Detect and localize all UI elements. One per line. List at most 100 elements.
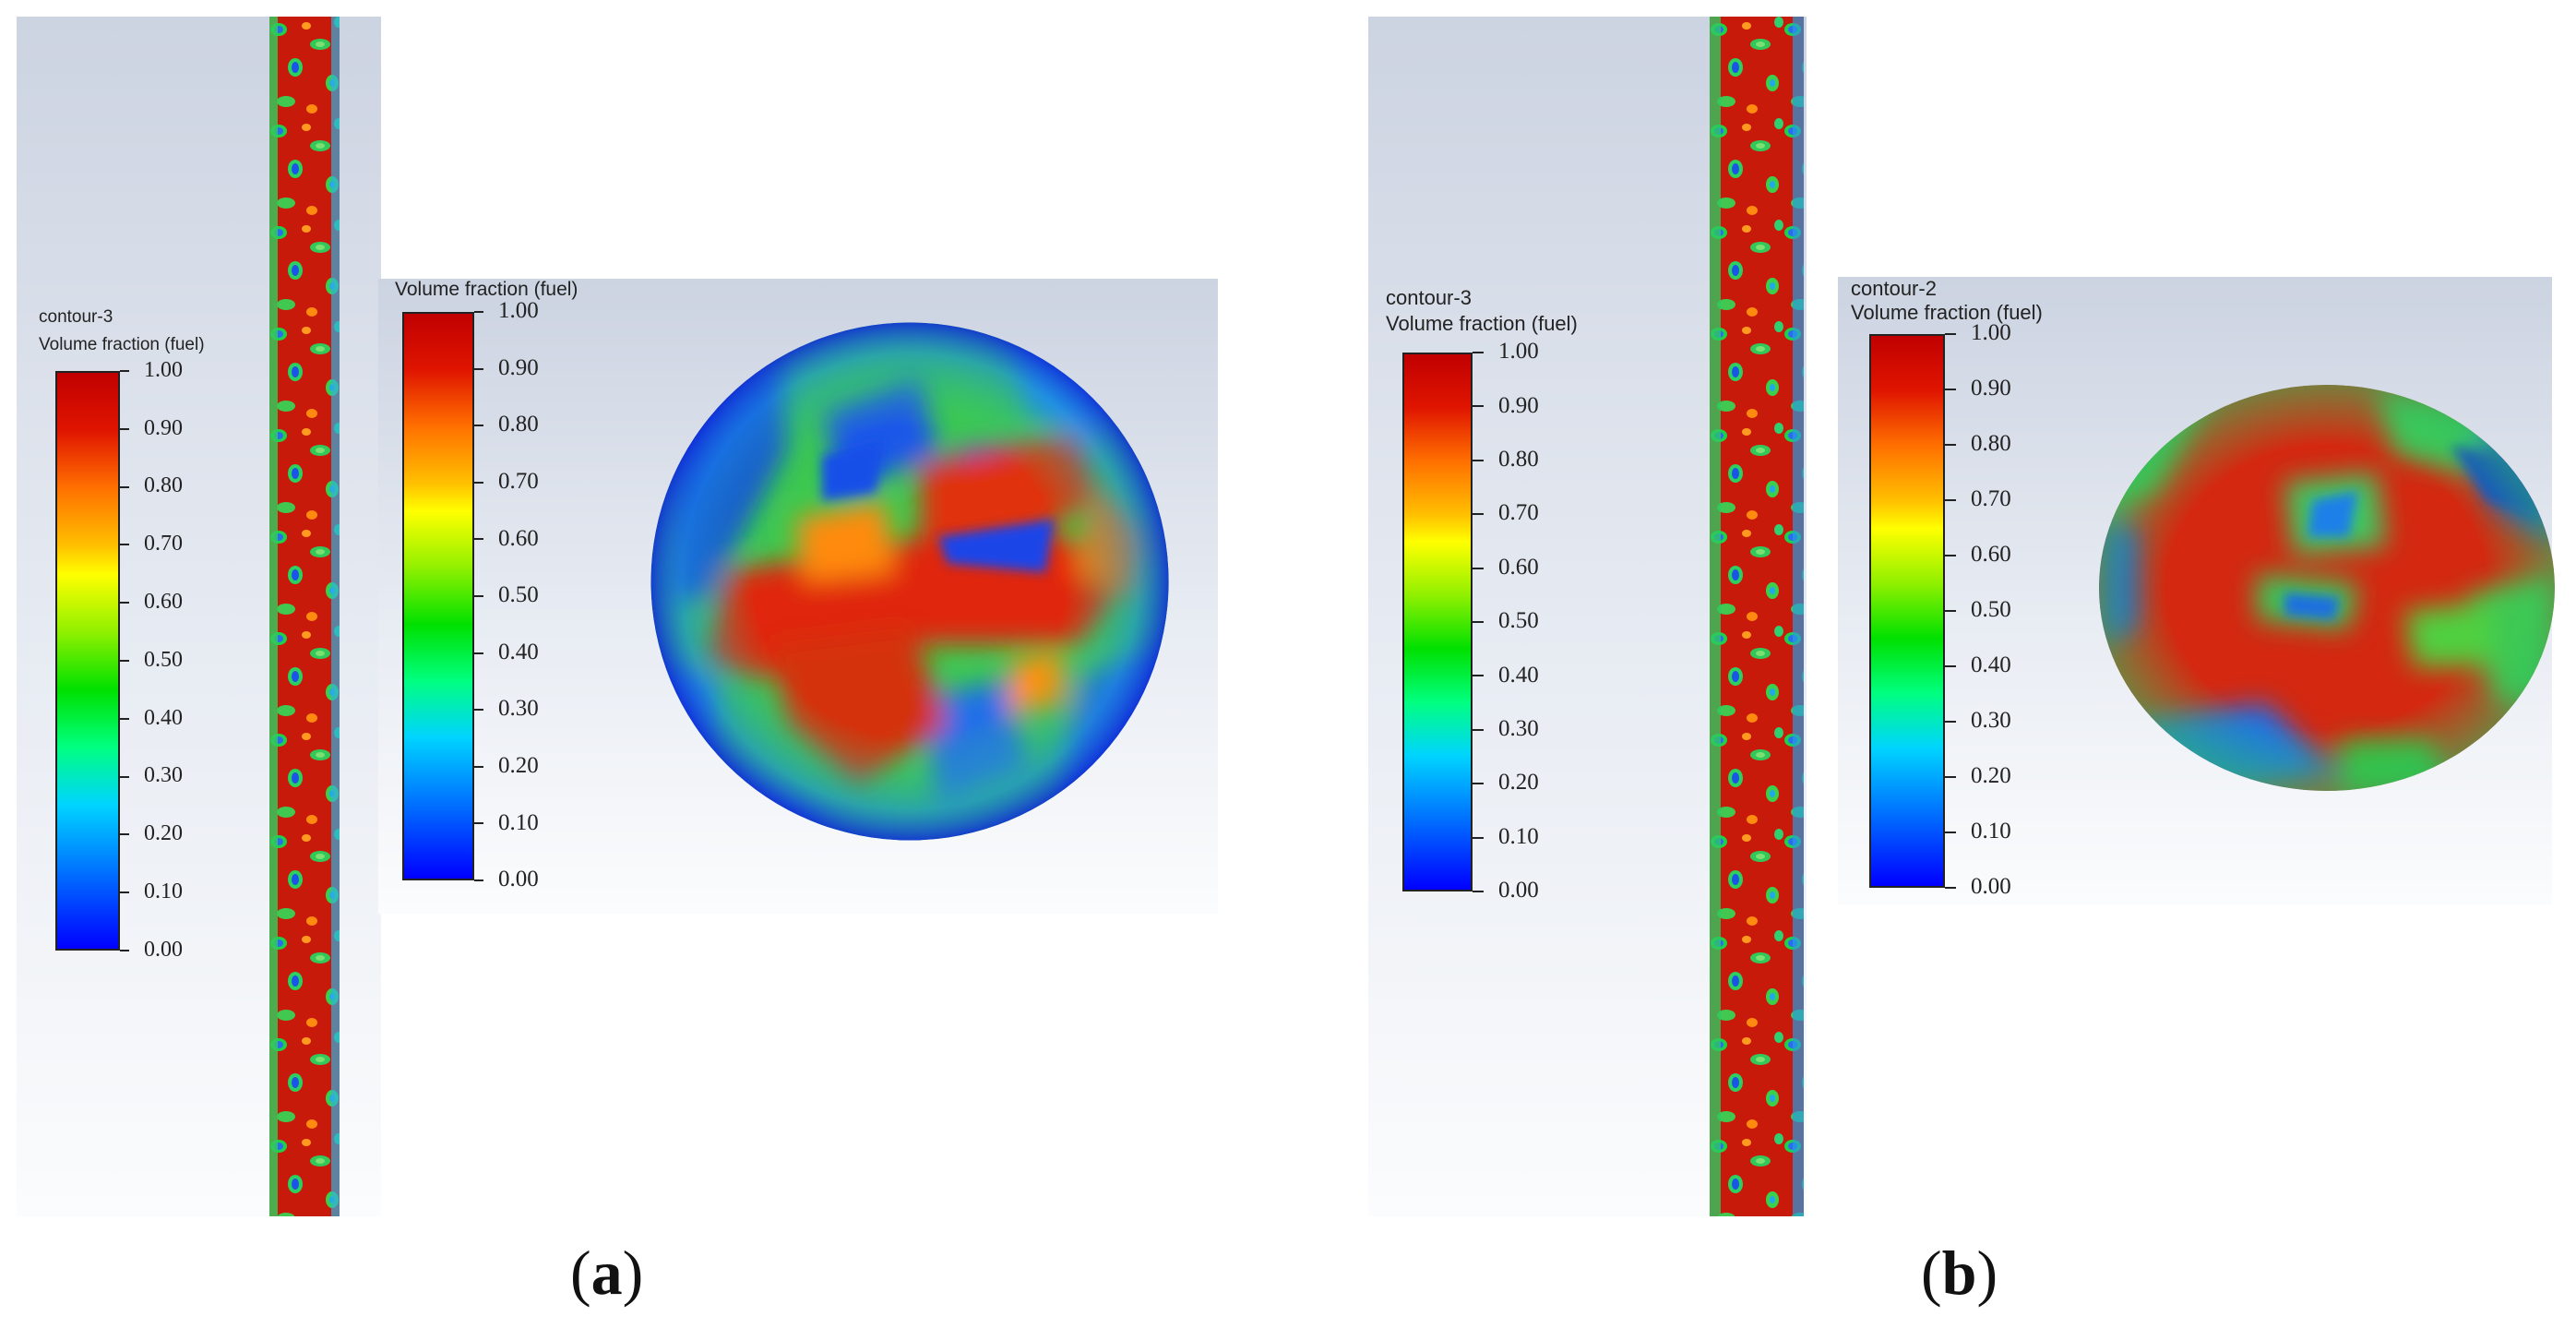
colorbar-tick-mark xyxy=(1945,444,1956,446)
colorbar-tick-label: 0.10 xyxy=(498,809,539,835)
colorbar-tick-label: 0.00 xyxy=(1498,878,1539,903)
panel-a-pipe-contour xyxy=(269,17,340,1216)
colorbar-tick-mark xyxy=(120,485,129,488)
colorbar-tick-label: 1.00 xyxy=(498,298,539,324)
legend-title: Volume fraction (fuel) xyxy=(39,335,205,354)
panel-label-a: (a) xyxy=(570,1238,644,1308)
colorbar-tick-mark xyxy=(1945,610,1956,612)
colorbar-tick-label: 0.70 xyxy=(144,532,183,556)
colorbar-tick-mark xyxy=(474,481,483,484)
colorbar-tick-mark xyxy=(1473,567,1484,569)
colorbar-tick-label: 0.70 xyxy=(1971,486,2011,512)
colorbar-tick-label: 0.50 xyxy=(1498,608,1539,634)
colorbar-tick-mark xyxy=(1945,389,1956,390)
colorbar-tick-mark xyxy=(1473,783,1484,785)
colorbar-tick-mark xyxy=(1473,891,1484,892)
colorbar-tick-mark xyxy=(120,427,129,430)
panel-b-pipe-contour xyxy=(1710,17,1804,1216)
colorbar xyxy=(402,312,474,880)
colorbar-tick-label: 1.00 xyxy=(1498,339,1539,365)
colorbar-tick-mark xyxy=(1473,459,1484,461)
colorbar-tick-label: 1.00 xyxy=(1971,320,2011,346)
colorbar-tick-label: 0.60 xyxy=(498,525,539,551)
colorbar-tick-label: 0.30 xyxy=(1498,716,1539,742)
colorbar-tick-mark xyxy=(474,538,483,541)
colorbar-tick-label: 0.60 xyxy=(1498,554,1539,580)
colorbar-tick-mark xyxy=(474,822,483,825)
colorbar-tick-label: 0.50 xyxy=(498,582,539,608)
colorbar-tick-label: 0.90 xyxy=(144,415,183,440)
colorbar-tick-mark xyxy=(1945,499,1956,501)
colorbar-tick-mark xyxy=(474,652,483,654)
colorbar-tick-mark xyxy=(120,544,129,546)
colorbar-tick-mark xyxy=(1945,555,1956,556)
colorbar-tick-mark xyxy=(120,660,129,662)
colorbar-tick-mark xyxy=(120,775,129,778)
legend-title: Volume fraction (fuel) xyxy=(1386,312,1578,335)
colorbar-tick-mark xyxy=(474,765,483,768)
colorbar-tick-mark xyxy=(1945,665,1956,667)
colorbar-tick-label: 0.20 xyxy=(498,753,539,779)
panel-label-b: (b) xyxy=(1921,1238,1998,1308)
colorbar-tick-mark xyxy=(1473,836,1484,839)
colorbar xyxy=(1402,353,1473,891)
colorbar-tick-mark xyxy=(474,425,483,427)
colorbar-tick-mark xyxy=(474,367,483,370)
colorbar-tick-label: 0.40 xyxy=(144,705,183,730)
colorbar-tick-label: 0.70 xyxy=(1498,500,1539,526)
colorbar-tick-label: 0.40 xyxy=(498,639,539,664)
colorbar-tick-label: 0.10 xyxy=(1971,819,2011,844)
colorbar-tick-label: 0.30 xyxy=(1971,708,2011,734)
colorbar-tick-label: 0.90 xyxy=(1971,376,2011,401)
legend-title: Volume fraction (fuel) xyxy=(1851,301,2043,324)
panel-a-section-contour xyxy=(650,322,1169,841)
legend-contour-name: contour-3 xyxy=(1386,286,1472,309)
colorbar-tick-mark xyxy=(120,370,129,372)
colorbar-tick-label: 0.50 xyxy=(1971,597,2011,623)
colorbar-tick-label: 0.90 xyxy=(498,354,539,380)
colorbar-tick-mark xyxy=(1945,721,1956,723)
legend-contour-name: contour-3 xyxy=(39,307,113,327)
colorbar-tick-label: 0.20 xyxy=(1498,770,1539,796)
colorbar-tick-mark xyxy=(120,717,129,720)
colorbar-tick-mark xyxy=(1945,887,1956,889)
colorbar-tick-label: 0.20 xyxy=(144,821,183,846)
colorbar-tick-mark xyxy=(1473,513,1484,516)
colorbar-tick-label: 0.80 xyxy=(1498,447,1539,473)
colorbar-tick-mark xyxy=(1945,776,1956,778)
colorbar-tick-label: 0.40 xyxy=(1498,662,1539,688)
panel-a: contour-3 Volume fraction (fuel) 1.00 0.9… xyxy=(0,0,1273,1340)
colorbar-tick-label: 0.30 xyxy=(144,763,183,788)
colorbar-tick-mark xyxy=(120,602,129,604)
colorbar-tick-mark xyxy=(1473,675,1484,677)
colorbar-tick-mark xyxy=(474,709,483,712)
colorbar-tick-mark xyxy=(1473,352,1484,353)
colorbar-tick-label: 0.60 xyxy=(144,590,183,614)
colorbar-tick-mark xyxy=(1945,832,1956,833)
colorbar xyxy=(1869,334,1945,888)
colorbar-tick-label: 0.50 xyxy=(144,647,183,672)
colorbar-tick-mark xyxy=(1945,333,1956,335)
colorbar-tick-mark xyxy=(120,833,129,836)
colorbar-tick-label: 0.90 xyxy=(1498,392,1539,418)
colorbar-tick-label: 0.10 xyxy=(144,879,183,903)
legend-contour-name: contour-2 xyxy=(1851,277,1937,300)
colorbar-tick-mark xyxy=(474,311,483,313)
colorbar-tick-label: 0.40 xyxy=(1971,652,2011,678)
colorbar-tick-mark xyxy=(474,595,483,597)
colorbar-tick-mark xyxy=(1473,405,1484,408)
colorbar-tick-label: 0.00 xyxy=(498,867,539,892)
colorbar-tick-label: 0.80 xyxy=(144,473,183,498)
colorbar-tick-mark xyxy=(1473,621,1484,623)
colorbar xyxy=(55,371,120,951)
colorbar-tick-mark xyxy=(120,950,129,951)
colorbar-tick-label: 0.70 xyxy=(498,469,539,495)
colorbar-tick-label: 0.00 xyxy=(1971,874,2011,900)
colorbar-tick-label: 0.60 xyxy=(1971,542,2011,568)
legend-title: Volume fraction (fuel) xyxy=(395,279,578,300)
panel-b-section-contour xyxy=(2099,385,2555,791)
colorbar-tick-label: 0.20 xyxy=(1971,763,2011,789)
colorbar-tick-label: 0.80 xyxy=(498,412,539,437)
colorbar-tick-label: 1.00 xyxy=(144,357,183,382)
colorbar-tick-label: 0.10 xyxy=(1498,823,1539,849)
